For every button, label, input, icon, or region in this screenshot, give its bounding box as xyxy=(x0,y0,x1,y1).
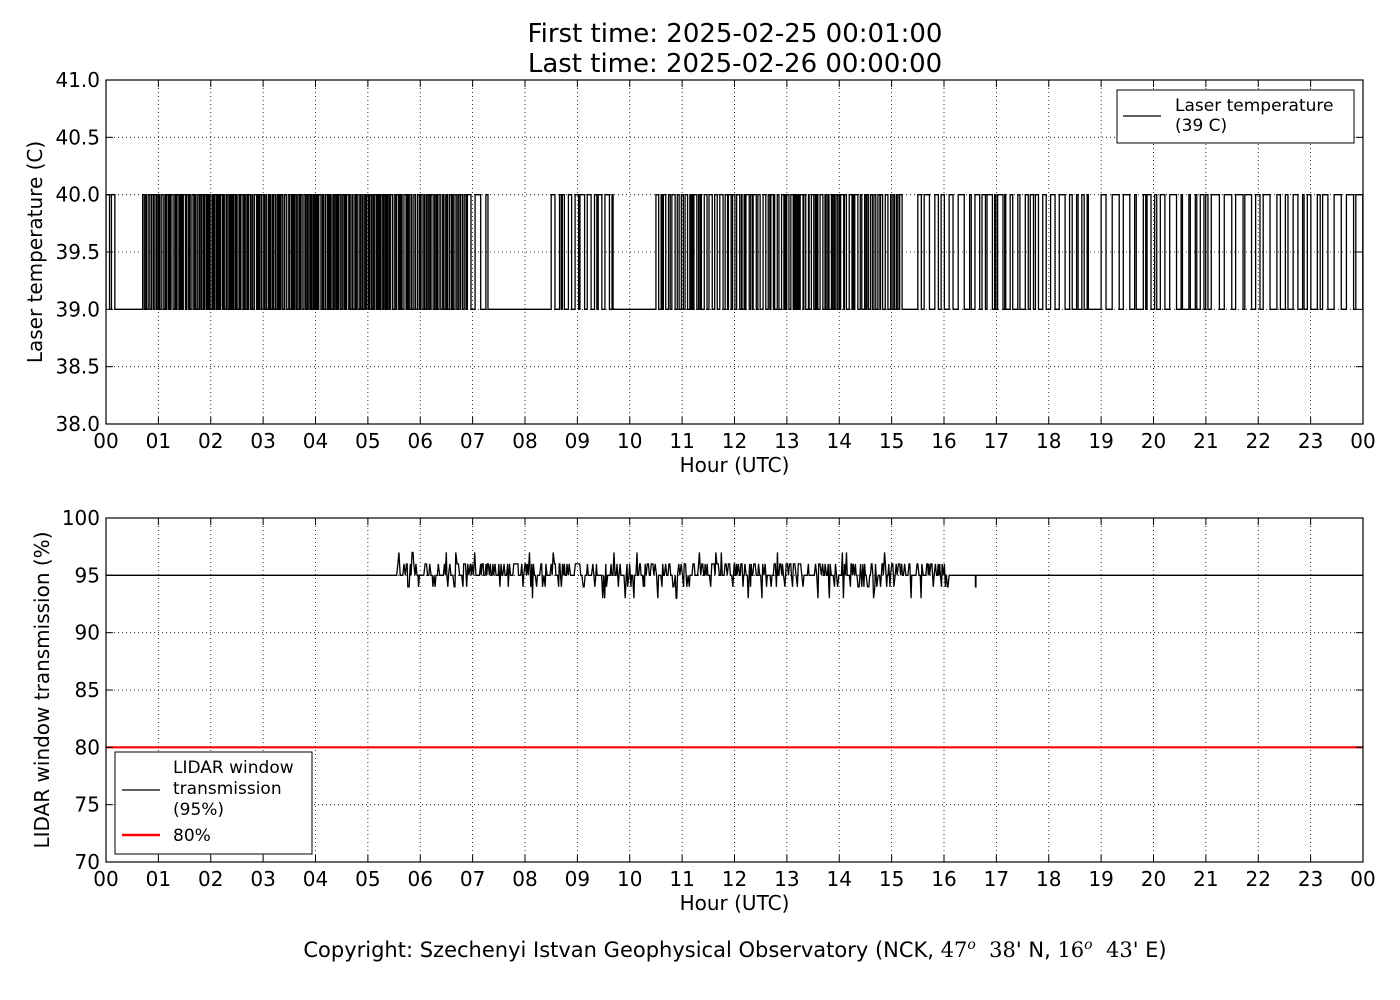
x-tick-label: 23 xyxy=(1298,429,1323,453)
y-tick-label: 95 xyxy=(75,563,100,587)
x-tick-label: 16 xyxy=(931,867,956,891)
x-tick-label: 07 xyxy=(460,429,485,453)
x-tick-label: 18 xyxy=(1036,867,1061,891)
legend-label-lidar: (95%) xyxy=(173,800,224,820)
degree-symbol: o xyxy=(967,937,976,953)
y-tick-label: 38.0 xyxy=(55,412,100,436)
legend-label-lidar: transmission xyxy=(173,779,282,799)
x-tick-label: 17 xyxy=(984,867,1009,891)
x-tick-label: 13 xyxy=(774,867,799,891)
y-tick-label: 85 xyxy=(75,678,100,702)
x-tick-label: 10 xyxy=(617,867,642,891)
x-tick-label: 00 xyxy=(93,867,118,891)
x-tick-label: 11 xyxy=(669,429,694,453)
series-line-lidar-transmission xyxy=(106,551,1363,599)
x-tick-label: 14 xyxy=(827,429,852,453)
copyright-prefix: Copyright: Szechenyi Istvan Geophysical … xyxy=(303,938,941,962)
y-tick-label: 40.5 xyxy=(55,125,100,149)
x-tick-label: 11 xyxy=(669,867,694,891)
x-tick-label: 00 xyxy=(1350,429,1375,453)
y-axis-label: LIDAR window transmission (%) xyxy=(30,532,54,849)
longitude-hemisphere: E) xyxy=(1145,938,1167,962)
x-tick-label: 12 xyxy=(722,867,747,891)
x-tick-label: 03 xyxy=(250,867,275,891)
x-axis-label: Hour (UTC) xyxy=(680,891,790,915)
latitude-hemisphere: N xyxy=(1028,938,1045,962)
x-tick-label: 16 xyxy=(931,429,956,453)
x-tick-label: 10 xyxy=(617,429,642,453)
y-tick-label: 41.0 xyxy=(55,68,100,92)
x-tick-label: 00 xyxy=(1350,867,1375,891)
legend: Laser temperature(39 C) xyxy=(1116,89,1355,144)
y-tick-label: 39.5 xyxy=(55,240,100,264)
x-tick-label: 15 xyxy=(879,867,904,891)
x-tick-label: 18 xyxy=(1036,429,1061,453)
longitude-degrees: 16 xyxy=(1057,938,1085,962)
legend-label-lidar: LIDAR window xyxy=(173,758,294,778)
chart-title-line2: Last time: 2025-02-26 00:00:00 xyxy=(527,49,943,79)
x-tick-label: 02 xyxy=(198,429,223,453)
legend-label-laser: (39 C) xyxy=(1175,116,1227,136)
x-tick-label: 03 xyxy=(250,429,275,453)
y-tick-label: 40.0 xyxy=(55,183,100,207)
x-tick-label: 15 xyxy=(879,429,904,453)
x-tick-label: 01 xyxy=(146,429,171,453)
x-tick-label: 23 xyxy=(1298,867,1323,891)
x-tick-label: 00 xyxy=(93,429,118,453)
x-tick-label: 21 xyxy=(1193,867,1218,891)
x-tick-label: 04 xyxy=(303,867,328,891)
x-tick-label: 09 xyxy=(565,867,590,891)
latitude-degrees: 47 xyxy=(940,938,968,962)
x-tick-label: 20 xyxy=(1141,429,1166,453)
degree-symbol-2: o xyxy=(1084,937,1093,953)
x-tick-label: 22 xyxy=(1246,867,1271,891)
x-tick-label: 02 xyxy=(198,867,223,891)
y-tick-label: 80 xyxy=(75,735,100,759)
x-tick-label: 21 xyxy=(1193,429,1218,453)
x-tick-label: 19 xyxy=(1088,429,1113,453)
x-tick-label: 05 xyxy=(355,867,380,891)
chart-title-line1: First time: 2025-02-25 00:01:00 xyxy=(527,19,943,49)
y-tick-label: 75 xyxy=(75,793,100,817)
chart-panel-1: Laser temperature(39 C) xyxy=(105,79,1364,425)
y-tick-label: 90 xyxy=(75,621,100,645)
x-tick-label: 08 xyxy=(512,867,537,891)
legend-box xyxy=(114,751,313,855)
x-tick-label: 09 xyxy=(565,429,590,453)
copyright-footer: Copyright: Szechenyi Istvan Geophysical … xyxy=(303,937,1167,962)
plot-area xyxy=(106,194,1363,310)
x-tick-label: 13 xyxy=(774,429,799,453)
x-tick-label: 20 xyxy=(1141,867,1166,891)
legend-label-80: 80% xyxy=(173,826,211,846)
x-tick-label: 22 xyxy=(1246,429,1271,453)
y-tick-label: 38.5 xyxy=(55,355,100,379)
x-tick-label: 06 xyxy=(408,867,433,891)
x-tick-label: 17 xyxy=(984,429,1009,453)
x-tick-label: 04 xyxy=(303,429,328,453)
x-tick-label: 05 xyxy=(355,429,380,453)
x-tick-label: 01 xyxy=(146,867,171,891)
legend-label-laser: Laser temperature xyxy=(1175,96,1333,116)
y-tick-label: 70 xyxy=(75,850,100,874)
y-tick-label: 100 xyxy=(62,506,100,530)
x-tick-label: 19 xyxy=(1088,867,1113,891)
x-tick-label: 06 xyxy=(408,429,433,453)
x-axis-label: Hour (UTC) xyxy=(680,453,790,477)
series-line-laser-temperature xyxy=(106,194,1363,310)
y-tick-label: 39.0 xyxy=(55,297,100,321)
x-tick-label: 14 xyxy=(827,867,852,891)
latitude-minutes: 38 xyxy=(989,938,1016,962)
y-axis-label: Laser temperature (C) xyxy=(23,141,47,363)
longitude-minutes: 43 xyxy=(1105,938,1133,962)
x-tick-label: 12 xyxy=(722,429,747,453)
x-tick-label: 07 xyxy=(460,867,485,891)
plot-area xyxy=(106,551,1363,749)
x-tick-label: 08 xyxy=(512,429,537,453)
